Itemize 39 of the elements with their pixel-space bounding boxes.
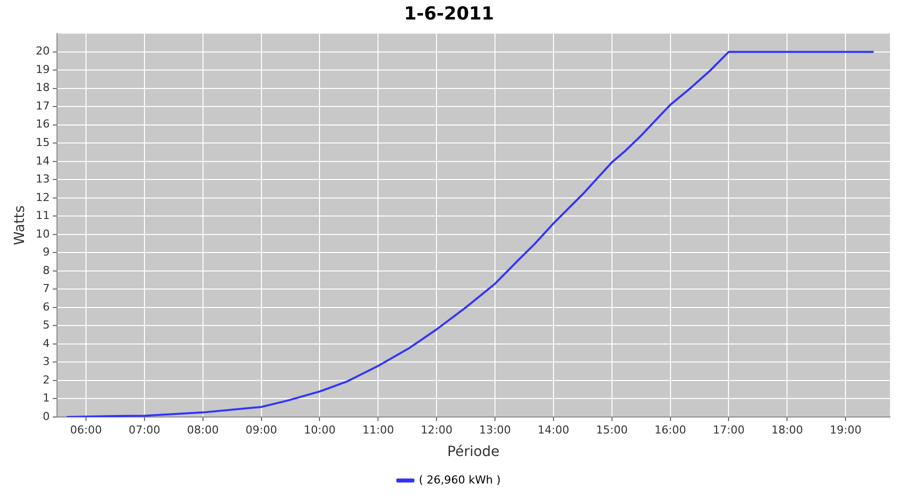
y-tick-label: 18: [36, 81, 50, 94]
x-tick-label: 06:00: [70, 423, 102, 436]
x-tick-label: 19:00: [830, 423, 862, 436]
y-tick-label: 8: [42, 264, 50, 277]
y-tick-label: 19: [36, 62, 50, 76]
x-tick-label: 14:00: [538, 423, 570, 436]
x-tick-label: 12:00: [420, 423, 452, 436]
y-tick-label: 11: [36, 209, 50, 222]
y-tick-label: 1: [42, 392, 50, 405]
x-tick-label: 13:00: [479, 423, 511, 436]
x-tick-label: 11:00: [362, 423, 394, 436]
y-tick-label: 14: [36, 154, 50, 168]
x-tick-label: 16:00: [654, 423, 686, 436]
y-tick-label: 7: [42, 282, 50, 296]
y-tick-label: 3: [42, 355, 50, 368]
legend-label: ( 26,960 kWh ): [418, 473, 501, 486]
y-tick-label: 13: [36, 172, 50, 186]
x-tick-label: 07:00: [128, 423, 160, 436]
y-axis-title: Watts: [12, 205, 28, 246]
y-tick-label: 16: [36, 118, 50, 131]
x-tick-label: 09:00: [245, 423, 278, 436]
y-tick-label: 5: [42, 318, 50, 332]
y-tick-label: 12: [36, 190, 50, 204]
y-tick-label: 17: [36, 99, 50, 112]
y-tick-label: 10: [36, 227, 50, 240]
y-tick-label: 20: [36, 44, 50, 58]
y-tick-label: 6: [42, 300, 50, 314]
y-tick-label: 2: [42, 373, 50, 386]
chart-title: 1-6-2011: [404, 3, 494, 24]
x-tick-label: 17:00: [712, 423, 745, 436]
x-tick-label: 15:00: [596, 423, 628, 436]
y-tick-label: 0: [42, 410, 50, 423]
y-tick-label: 4: [42, 336, 50, 350]
y-tick-label: 15: [36, 136, 50, 149]
x-axis-title: Période: [447, 444, 500, 460]
y-tick-label: 9: [42, 246, 50, 259]
x-tick-label: 08:00: [187, 423, 219, 436]
x-tick-label: 18:00: [771, 423, 804, 436]
x-tick-label: 10:00: [304, 423, 336, 436]
